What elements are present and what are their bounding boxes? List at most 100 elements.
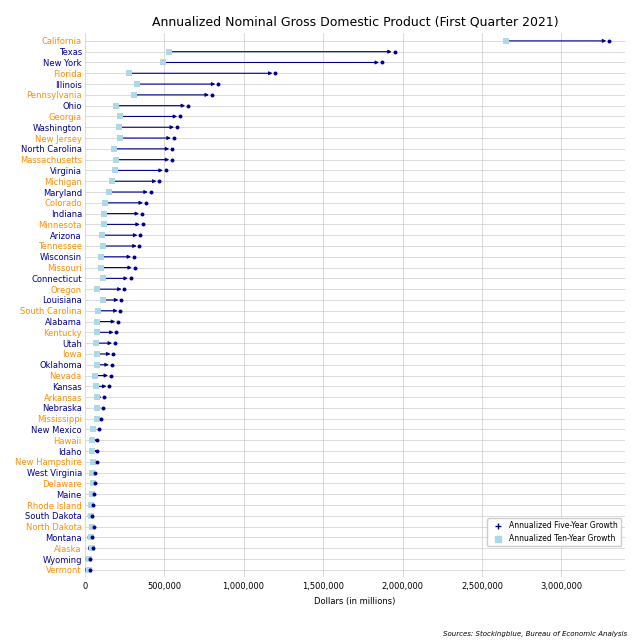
Point: [87, 468, 97, 478]
Point: [96, 413, 106, 424]
Point: [99, 209, 109, 219]
Point: [87, 435, 97, 445]
Point: [88, 489, 99, 499]
Point: [183, 100, 193, 111]
Point: [92, 413, 102, 424]
Point: [111, 154, 122, 164]
Point: [145, 187, 156, 197]
Point: [115, 111, 125, 122]
Point: [138, 220, 148, 230]
Point: [172, 122, 182, 132]
Point: [85, 554, 95, 564]
Point: [85, 564, 95, 575]
Point: [92, 446, 102, 456]
Point: [377, 58, 387, 68]
Point: [604, 36, 614, 46]
Point: [113, 316, 123, 326]
Point: [92, 392, 102, 402]
Point: [87, 532, 97, 543]
Point: [106, 371, 116, 381]
Point: [98, 403, 108, 413]
Point: [137, 209, 147, 219]
Point: [86, 511, 96, 521]
Point: [116, 295, 126, 305]
Point: [87, 511, 97, 521]
Point: [109, 338, 120, 348]
Point: [129, 262, 140, 273]
Point: [134, 241, 145, 251]
Point: [108, 176, 118, 186]
Point: [111, 100, 122, 111]
Point: [99, 392, 109, 402]
Point: [86, 532, 96, 543]
Point: [92, 457, 102, 467]
Text: Sources: Stockingblue, Bureau of Economic Analysis: Sources: Stockingblue, Bureau of Economi…: [443, 630, 627, 637]
Point: [96, 252, 106, 262]
Legend: Annualized Five-Year Growth, Annualized Ten-Year Growth: Annualized Five-Year Growth, Annualized …: [487, 518, 621, 547]
Point: [90, 468, 100, 478]
Point: [167, 144, 177, 154]
Point: [100, 198, 111, 208]
Point: [92, 316, 102, 326]
Point: [104, 381, 115, 392]
Point: [119, 284, 129, 294]
Point: [92, 327, 102, 337]
Point: [500, 36, 511, 46]
Point: [88, 478, 98, 488]
Point: [141, 198, 151, 208]
Point: [98, 241, 108, 251]
Point: [88, 543, 98, 554]
Point: [115, 133, 125, 143]
Point: [125, 273, 136, 284]
Point: [164, 47, 174, 57]
Point: [90, 371, 100, 381]
Point: [86, 500, 96, 510]
Point: [92, 403, 102, 413]
Point: [111, 327, 122, 337]
Point: [161, 165, 171, 175]
Point: [88, 424, 98, 435]
Point: [91, 381, 101, 392]
Point: [90, 478, 100, 488]
Point: [109, 144, 119, 154]
Point: [87, 522, 97, 532]
Point: [87, 446, 97, 456]
Point: [135, 230, 145, 240]
Point: [91, 338, 101, 348]
Title: Annualized Nominal Gross Domestic Product (First Quarter 2021): Annualized Nominal Gross Domestic Produc…: [152, 15, 558, 28]
Point: [167, 154, 177, 164]
Point: [389, 47, 399, 57]
Point: [108, 349, 118, 359]
Point: [109, 165, 120, 175]
Point: [93, 306, 103, 316]
Point: [129, 90, 139, 100]
Point: [168, 133, 179, 143]
Point: [132, 79, 142, 89]
Point: [92, 349, 102, 359]
Point: [129, 252, 139, 262]
Point: [157, 58, 168, 68]
Point: [154, 176, 164, 186]
Point: [115, 306, 125, 316]
Point: [95, 262, 106, 273]
Point: [106, 360, 116, 370]
Point: [207, 90, 217, 100]
Point: [89, 522, 99, 532]
Point: [213, 79, 223, 89]
Point: [84, 554, 95, 564]
Point: [94, 424, 104, 435]
Point: [99, 220, 109, 230]
Point: [98, 295, 108, 305]
X-axis label: Dollars (in millions): Dollars (in millions): [314, 596, 396, 606]
Point: [124, 68, 134, 78]
Point: [88, 500, 98, 510]
Point: [92, 284, 102, 294]
Point: [98, 273, 108, 284]
Point: [84, 564, 94, 575]
Point: [104, 187, 115, 197]
Point: [86, 543, 97, 554]
Point: [86, 489, 97, 499]
Point: [175, 111, 185, 122]
Point: [88, 457, 98, 467]
Point: [97, 230, 108, 240]
